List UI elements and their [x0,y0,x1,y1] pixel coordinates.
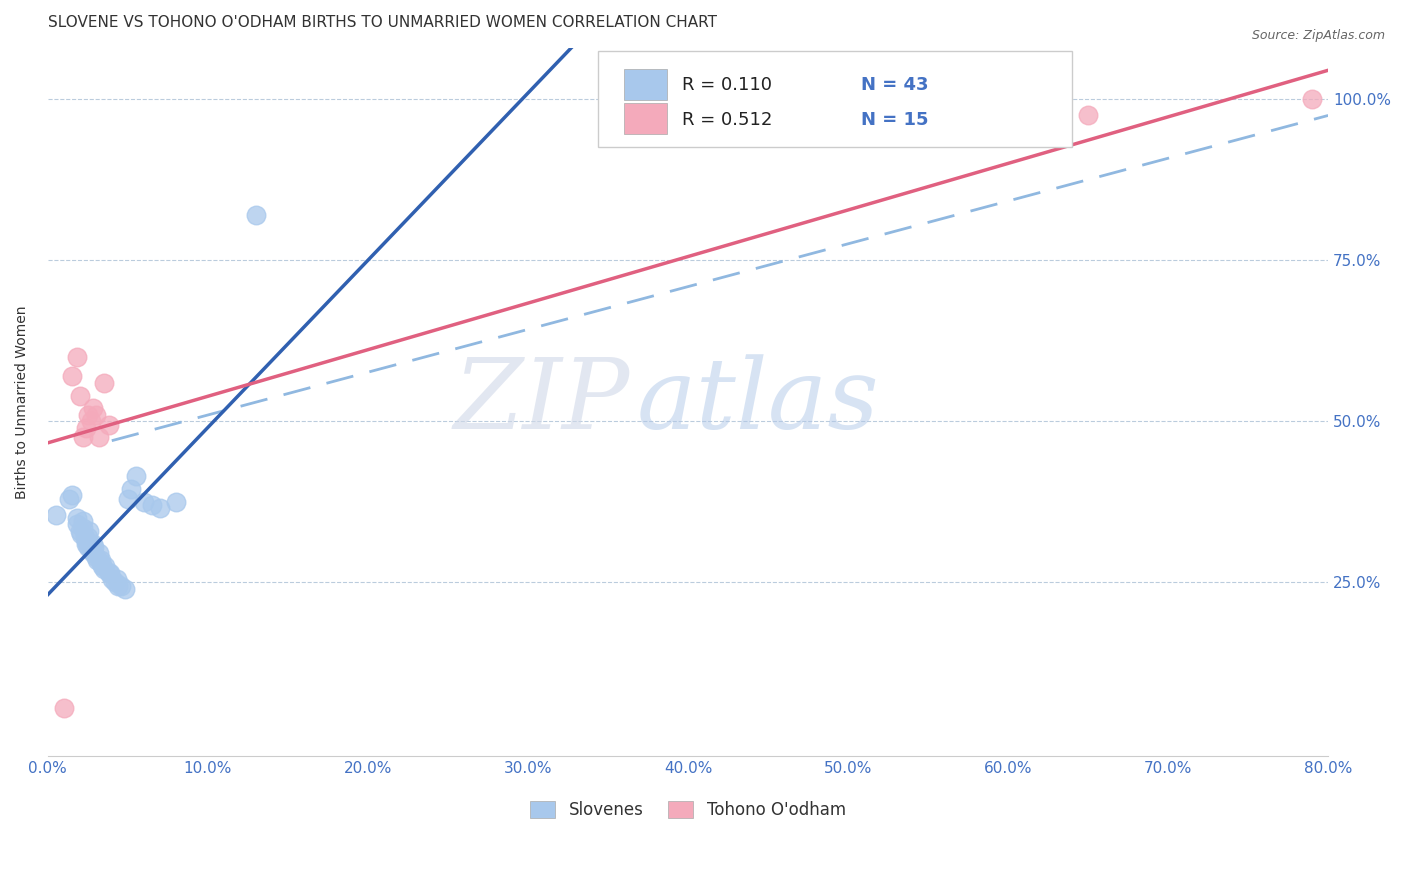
Point [80,543,103,558]
Point [107,578,129,592]
Point [82,537,104,551]
Point [90,556,112,570]
Point [45,508,67,522]
Point [73,530,96,544]
Point [76,530,98,544]
FancyBboxPatch shape [624,69,668,100]
Point [97,566,120,580]
Text: SLOVENE VS TOHONO O'ODHAM BIRTHS TO UNMARRIED WOMEN CORRELATION CHART: SLOVENE VS TOHONO O'ODHAM BIRTHS TO UNMA… [48,15,717,30]
Point [75,421,97,435]
Point [75,533,97,548]
Point [90,553,112,567]
Point [100,572,122,586]
Point [72,521,94,535]
Point [149,501,172,516]
Point [76,408,98,422]
Point [84,408,107,422]
Point [245,208,267,222]
Point [60,369,83,384]
Text: N = 43: N = 43 [860,77,928,95]
Point [52,701,75,715]
Text: N = 15: N = 15 [860,112,928,129]
Point [75,537,97,551]
FancyBboxPatch shape [599,52,1071,147]
Point [87,546,110,560]
Point [97,417,120,432]
Point [1077,108,1099,122]
Point [58,491,80,506]
Point [70,527,93,541]
Point [125,469,148,483]
Point [110,578,132,592]
Point [72,430,94,444]
Point [80,414,103,428]
Point [132,495,155,509]
Point [105,572,128,586]
Point [87,430,110,444]
Point [104,575,127,590]
Point [114,582,136,596]
Point [69,524,91,538]
Text: atlas: atlas [637,354,880,450]
Text: ZIP: ZIP [454,354,630,450]
Point [117,491,139,506]
FancyBboxPatch shape [624,103,668,135]
Point [65,517,87,532]
Text: R = 0.512: R = 0.512 [682,112,772,129]
Point [65,511,87,525]
Point [1301,92,1323,106]
Point [83,540,105,554]
Point [76,540,98,554]
Point [98,566,121,580]
Y-axis label: Births to Unmarried Women: Births to Unmarried Women [15,305,30,499]
Point [165,495,187,509]
Point [65,350,87,364]
Point [82,546,104,560]
Point [86,553,108,567]
Point [72,514,94,528]
Point [82,401,104,416]
Point [91,559,114,574]
Point [93,376,115,390]
Point [94,559,117,574]
Point [141,498,163,512]
Point [120,482,142,496]
Point [79,524,101,538]
Point [93,562,115,576]
Point [69,389,91,403]
Point [84,549,107,564]
Text: R = 0.110: R = 0.110 [682,77,772,95]
Legend: Slovenes, Tohono O'odham: Slovenes, Tohono O'odham [523,795,852,826]
Point [60,488,83,502]
Text: Source: ZipAtlas.com: Source: ZipAtlas.com [1251,29,1385,42]
